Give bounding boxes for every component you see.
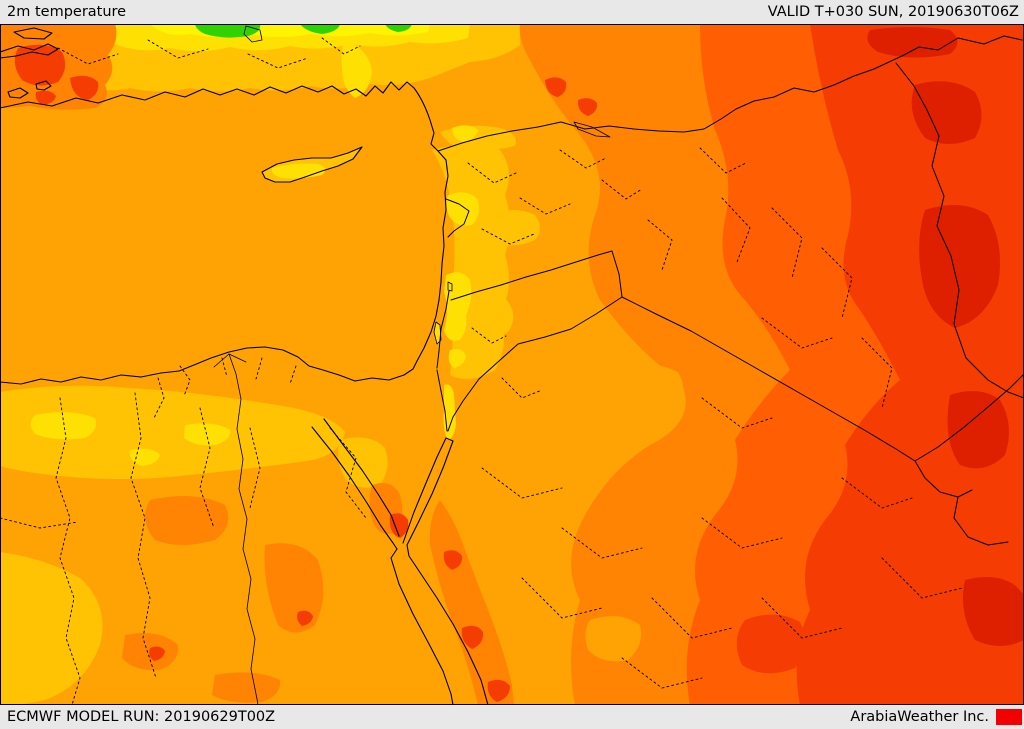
lebanon-border xyxy=(445,198,470,238)
lakes xyxy=(243,25,611,345)
arabiaweather-logo xyxy=(996,709,1022,725)
contour-band-red xyxy=(14,24,1024,705)
aegean-islands xyxy=(7,27,53,99)
coastlines xyxy=(0,27,489,705)
country-borders xyxy=(436,35,1024,546)
syria-jordan-border xyxy=(450,250,623,301)
red-sea-west-coast xyxy=(390,548,454,705)
contour-orange-pockets xyxy=(585,364,684,662)
valid-time-label: VALID T+030 SUN, 20190630T06Z xyxy=(767,4,1019,20)
jordan-saudi-border xyxy=(447,296,623,432)
gulf-of-aqaba xyxy=(402,437,489,705)
model-run-label: ECMWF MODEL RUN: 20190629T00Z xyxy=(7,709,276,725)
sea-of-galilee xyxy=(447,281,453,292)
egypt-israel-border xyxy=(436,369,448,432)
gulf-of-suez xyxy=(311,426,398,550)
title-bar: 2m temperature VALID T+030 SUN, 20190630… xyxy=(0,0,1024,24)
temperature-contour-map xyxy=(0,24,1024,705)
weather-map xyxy=(0,24,1024,705)
iraq-saudi-border xyxy=(621,296,1024,462)
jordan-rift-border xyxy=(436,290,450,369)
map-title: 2m temperature xyxy=(7,4,127,20)
lake-assad xyxy=(573,121,611,138)
turkey-south-border xyxy=(437,35,1023,152)
iraq-iran-border xyxy=(895,62,1024,399)
lake-tuz xyxy=(243,25,263,43)
mediterranean-coast xyxy=(0,81,449,385)
brand-text: ArabiaWeather Inc. xyxy=(850,709,989,725)
contour-band-deep-red xyxy=(867,27,1024,646)
admin-boundaries xyxy=(0,37,963,705)
status-bar: ECMWF MODEL RUN: 20190629T00Z ArabiaWeat… xyxy=(0,705,1024,729)
nile-river xyxy=(213,353,259,705)
kuwait-border xyxy=(914,460,1009,546)
cyprus-outline xyxy=(261,146,363,183)
dead-sea-outline xyxy=(433,321,442,345)
